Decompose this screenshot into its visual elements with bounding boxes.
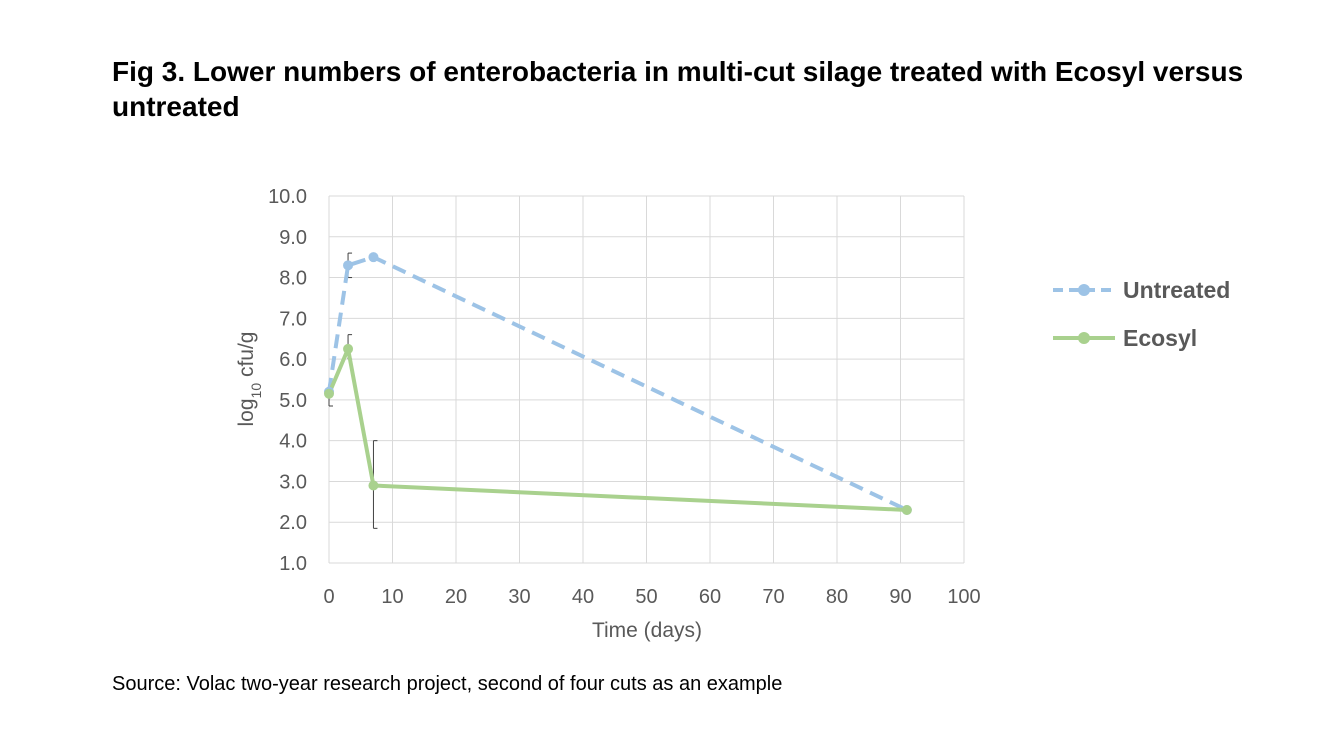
y-tick-label: 6.0 xyxy=(279,349,307,371)
y-axis-tick-labels: 1.0 2.0 3.0 4.0 5.0 6.0 7.0 8.0 9.0 10.0 xyxy=(268,186,307,575)
x-tick-label: 10 xyxy=(381,586,403,608)
y-tick-label: 3.0 xyxy=(279,471,307,493)
ecosyl-data-point xyxy=(901,504,912,515)
x-tick-label: 20 xyxy=(445,586,467,608)
y-tick-label: 4.0 xyxy=(279,431,307,453)
series-points xyxy=(324,252,912,515)
y-tick-label: 9.0 xyxy=(279,227,307,249)
x-axis-tick-labels: 0 10 20 30 40 50 60 70 80 90 100 xyxy=(323,586,980,608)
x-tick-label: 80 xyxy=(826,586,848,608)
ecosyl-data-point xyxy=(368,480,379,491)
y-tick-label: 10.0 xyxy=(268,186,307,208)
y-tick-label: 1.0 xyxy=(279,553,307,575)
y-axis-title-base: log xyxy=(235,398,258,426)
y-tick-label: 2.0 xyxy=(279,512,307,534)
x-tick-label: 40 xyxy=(572,586,594,608)
y-axis-title-rest: cfu/g xyxy=(235,332,258,383)
x-tick-label: 0 xyxy=(323,586,334,608)
y-tick-label: 7.0 xyxy=(279,308,307,330)
legend-ecosyl-label: Ecosyl xyxy=(1123,325,1197,351)
untreated-data-point xyxy=(343,260,354,271)
y-tick-label: 8.0 xyxy=(279,268,307,290)
x-tick-label: 50 xyxy=(635,586,657,608)
y-axis-title: log10 cfu/g xyxy=(235,332,264,427)
x-tick-label: 90 xyxy=(889,586,911,608)
x-tick-label: 30 xyxy=(508,586,530,608)
legend: Untreated Ecosyl xyxy=(1053,277,1230,351)
legend-untreated-label: Untreated xyxy=(1123,277,1230,303)
source-note: Source: Volac two-year research project,… xyxy=(112,673,783,695)
ecosyl-data-point xyxy=(324,388,334,399)
ecosyl-series-line xyxy=(327,346,907,512)
legend-ecosyl-marker xyxy=(1078,332,1090,344)
untreated-series-line xyxy=(327,255,908,512)
untreated-data-point xyxy=(368,252,379,263)
y-axis-title-subscript: 10 xyxy=(248,383,264,399)
legend-untreated-marker xyxy=(1078,284,1090,296)
x-tick-label: 100 xyxy=(947,586,980,608)
x-tick-label: 60 xyxy=(699,586,721,608)
series-lines xyxy=(327,255,908,512)
x-axis-title: Time (days) xyxy=(592,619,702,642)
figure-title: Fig 3. Lower numbers of enterobacteria i… xyxy=(112,56,1244,122)
x-tick-label: 70 xyxy=(762,586,784,608)
ecosyl-data-point xyxy=(343,343,354,354)
y-tick-label: 5.0 xyxy=(279,390,307,412)
